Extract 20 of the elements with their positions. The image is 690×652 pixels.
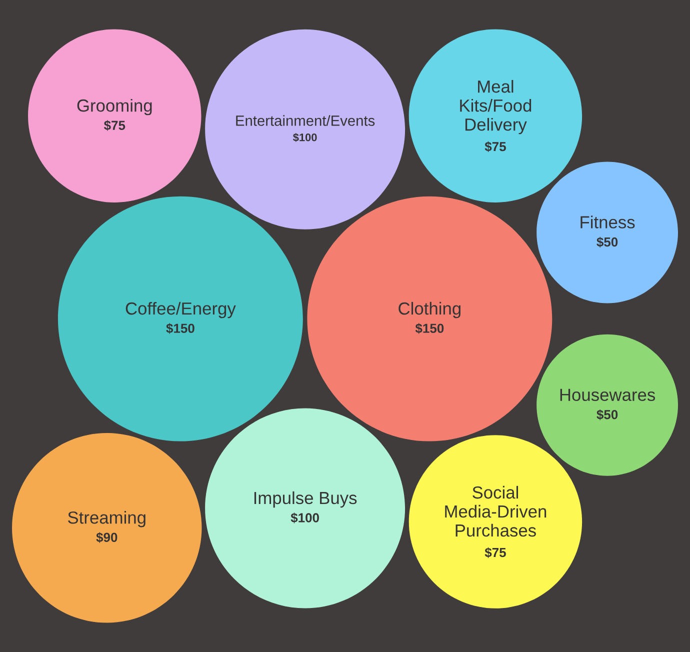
category-label: Meal Kits/Food Delivery — [460, 80, 532, 134]
category-label: Grooming — [77, 98, 152, 116]
category-label: Housewares — [560, 388, 656, 402]
category-label: Entertainment/Events — [236, 115, 375, 126]
category-label: Coffee/Energy — [126, 302, 236, 318]
data-label: $100 — [293, 133, 317, 142]
data-label: $75 — [484, 141, 506, 152]
data-label: $150 — [415, 323, 444, 334]
category-label: Fitness — [580, 216, 635, 228]
data-label: $150 — [166, 323, 194, 334]
category-label: Impulse Buys — [254, 491, 357, 508]
data-label: $75 — [484, 547, 506, 558]
data-label: $75 — [104, 120, 126, 131]
category-label: Streaming — [68, 510, 146, 528]
data-label: $50 — [596, 409, 618, 420]
data-label: $90 — [96, 532, 118, 543]
data-label: $50 — [596, 236, 618, 248]
category-label: Social Media-Driven Purchases — [445, 486, 546, 537]
data-label: $100 — [290, 512, 319, 524]
category-label: Clothing — [398, 302, 460, 318]
